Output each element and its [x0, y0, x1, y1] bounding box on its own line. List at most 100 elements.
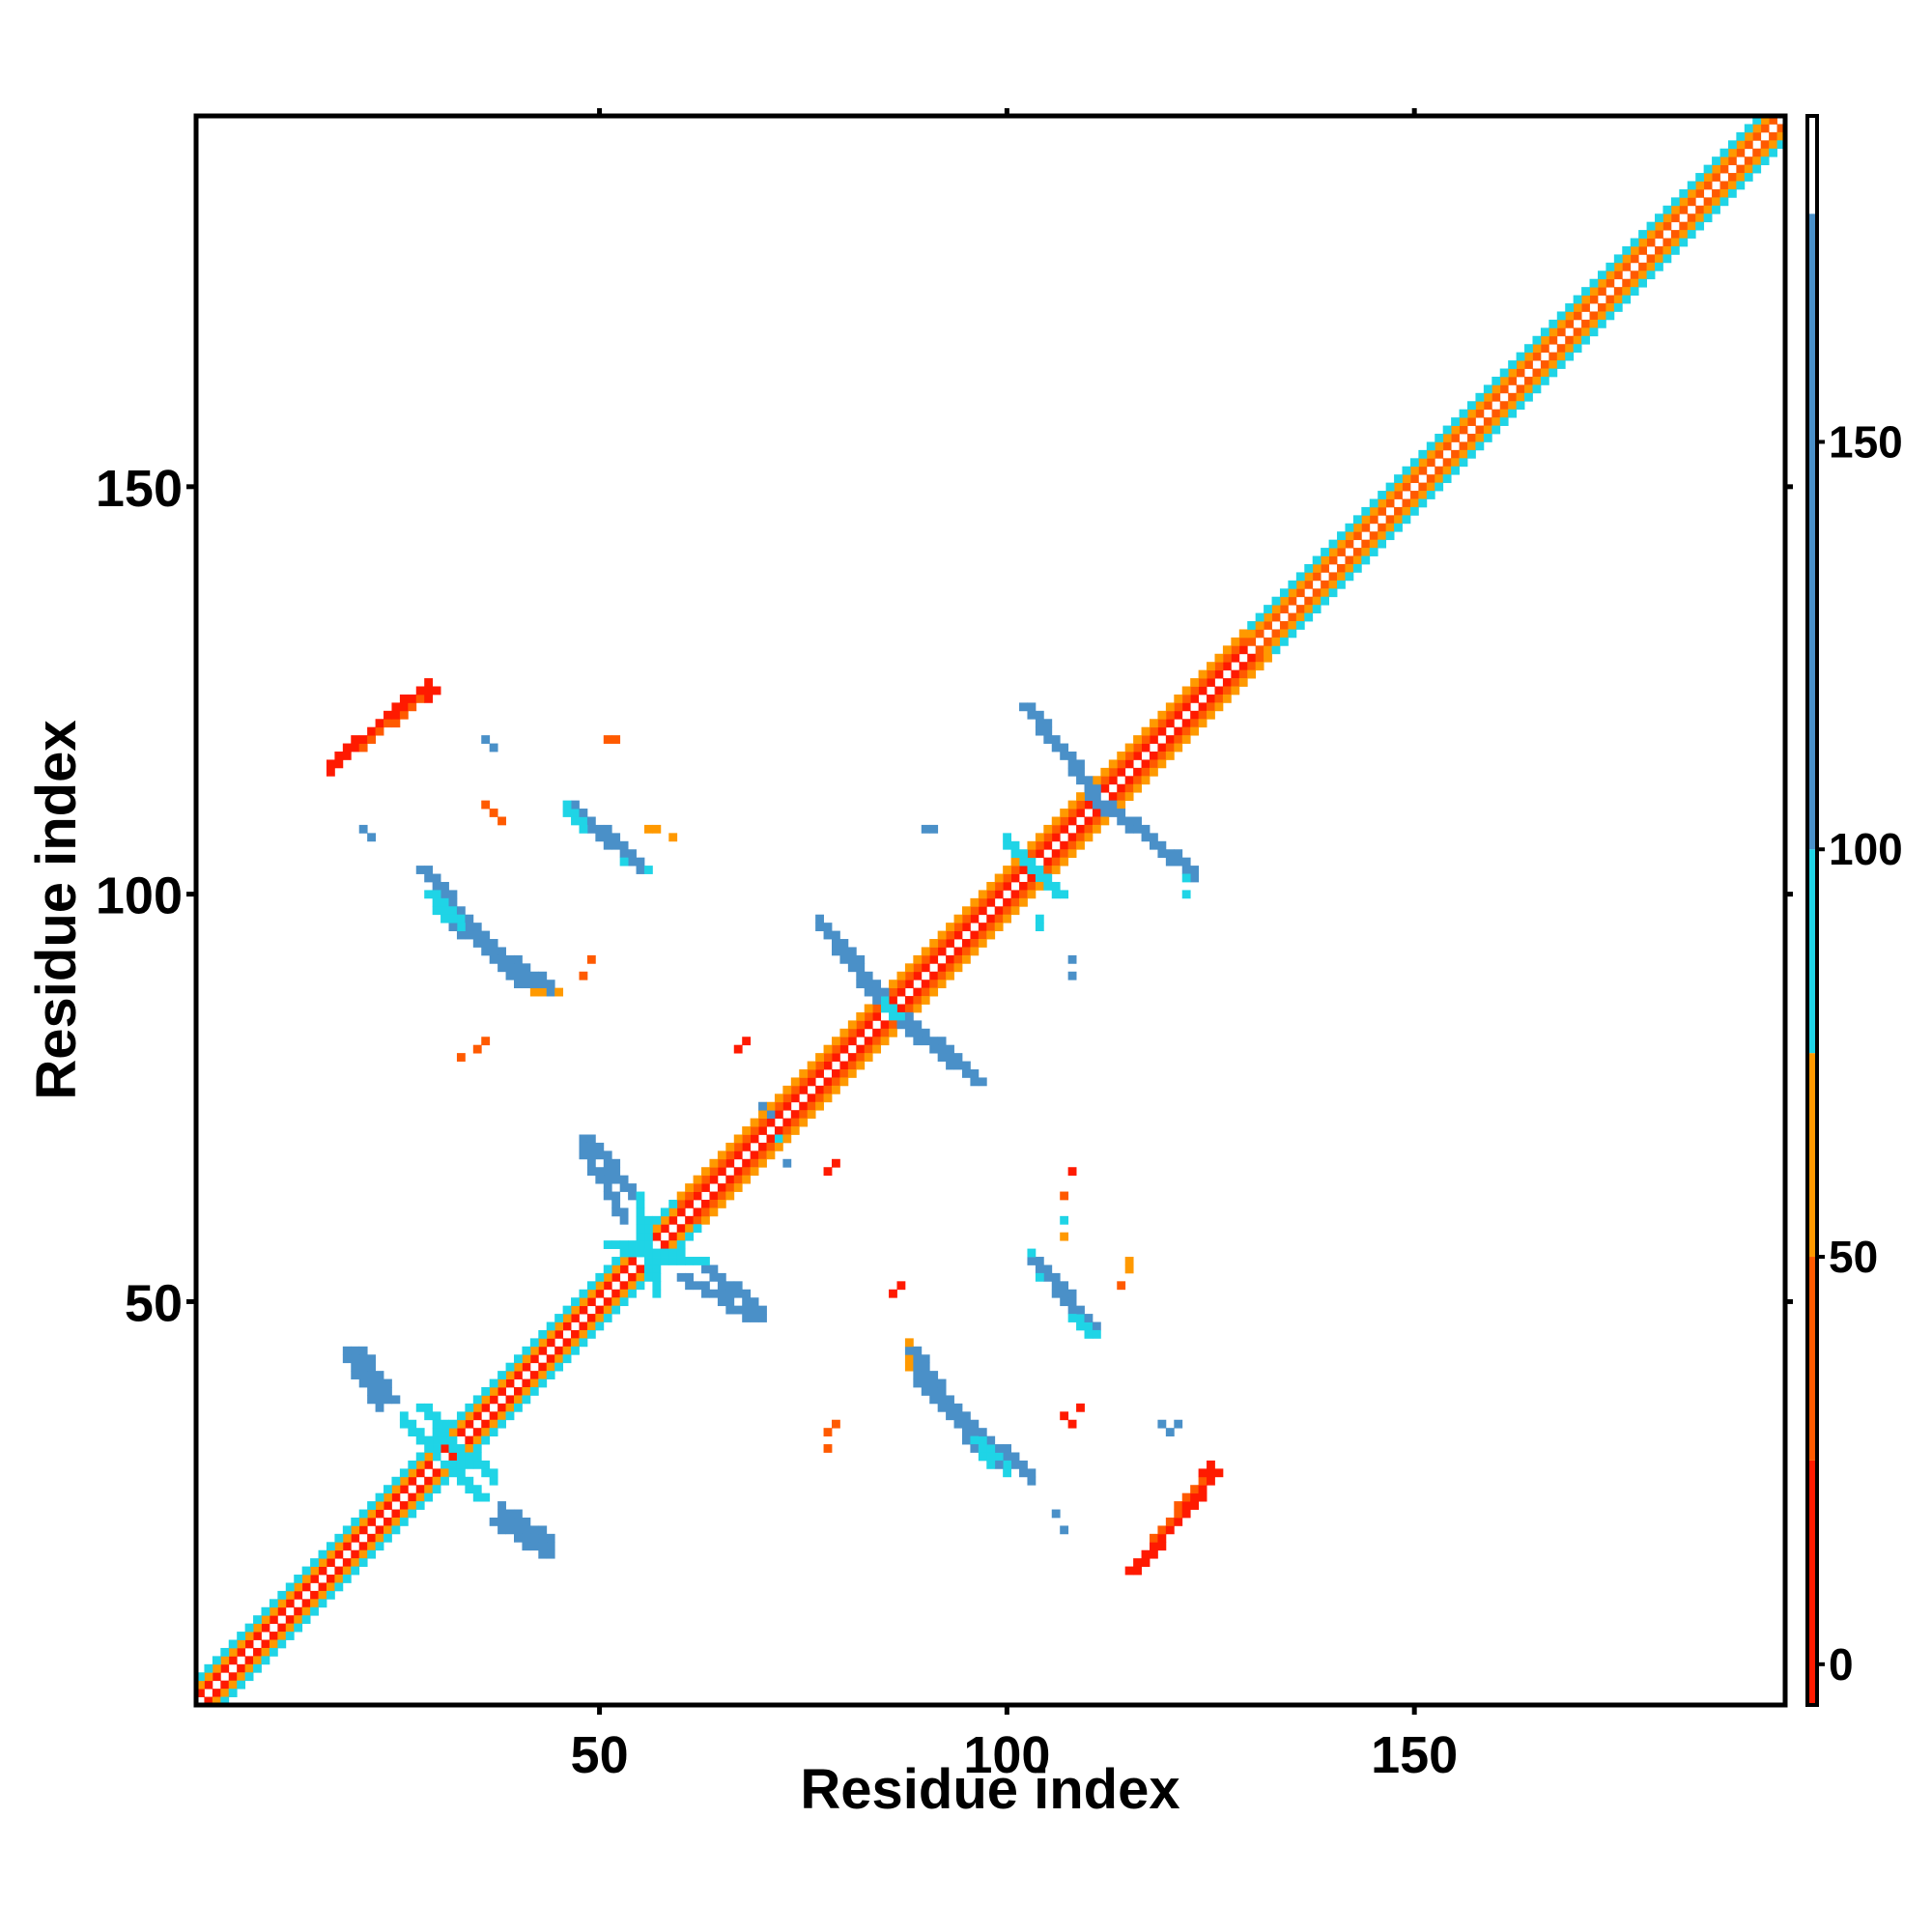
heatmap-cell — [1622, 254, 1632, 264]
heatmap-cell — [522, 1533, 531, 1543]
heatmap-cell — [603, 1314, 612, 1322]
heatmap-cell — [1051, 849, 1061, 859]
heatmap-cell — [505, 1378, 515, 1388]
heatmap-cell — [391, 1517, 401, 1526]
heatmap-cell — [1622, 262, 1632, 271]
heatmap-cell — [538, 1378, 548, 1388]
heatmap-cell — [375, 1378, 384, 1388]
heatmap-cell — [1124, 824, 1134, 834]
heatmap-cell — [1409, 474, 1419, 484]
heatmap-cell — [758, 1158, 767, 1168]
heatmap-cell — [456, 1444, 466, 1453]
heatmap-cell — [1435, 434, 1444, 442]
heatmap-cell — [432, 881, 441, 891]
heatmap-cell — [937, 939, 947, 948]
colorbar-bin — [1807, 849, 1817, 1054]
heatmap-cell — [1207, 1468, 1215, 1478]
heatmap-cell — [529, 980, 539, 989]
heatmap-cell — [1092, 800, 1101, 810]
heatmap-cell — [717, 1297, 726, 1307]
heatmap-cell — [1613, 287, 1623, 296]
heatmap-cell — [750, 1126, 759, 1135]
heatmap-cell — [1475, 441, 1485, 451]
heatmap-cell — [929, 954, 939, 964]
heatmap-cell — [1752, 156, 1762, 166]
heatmap-cell — [1222, 678, 1232, 687]
heatmap-cell — [847, 954, 857, 964]
heatmap-cell — [1174, 735, 1183, 744]
heatmap-cell — [489, 947, 498, 956]
heatmap-cell — [1662, 254, 1672, 264]
heatmap-cell — [1736, 173, 1746, 182]
colorbar-tick-label: 100 — [1829, 824, 1903, 874]
heatmap-cell — [1508, 409, 1518, 418]
heatmap-cell — [440, 897, 449, 907]
heatmap-cell — [750, 1158, 759, 1168]
heatmap-cell — [986, 1444, 996, 1453]
heatmap-cell — [294, 1590, 303, 1600]
heatmap-cell — [1092, 1329, 1101, 1339]
heatmap-cell — [375, 719, 384, 728]
heatmap-cell — [880, 1004, 890, 1013]
heatmap-cell — [269, 1606, 278, 1616]
heatmap-cell — [807, 1069, 816, 1078]
heatmap-cell — [546, 987, 555, 997]
heatmap-cell — [1670, 213, 1680, 223]
heatmap-cell — [619, 1297, 629, 1307]
heatmap-cell — [1264, 621, 1272, 630]
heatmap-cell — [758, 1314, 767, 1322]
heatmap-cell — [1133, 752, 1142, 760]
heatmap-cell — [880, 996, 890, 1005]
heatmap-cell — [864, 1053, 873, 1062]
heatmap-cell — [611, 1240, 621, 1249]
heatmap-cell — [1295, 588, 1305, 598]
heatmap-cell — [733, 1183, 743, 1192]
heatmap-cell — [415, 686, 425, 696]
heatmap-cell — [1451, 458, 1460, 468]
heatmap-cell — [953, 930, 963, 940]
heatmap-cell — [628, 1289, 637, 1298]
heatmap-cell — [546, 1533, 555, 1543]
heatmap-cell — [1361, 539, 1371, 549]
heatmap-cell — [823, 1061, 833, 1070]
heatmap-cell — [294, 1575, 303, 1583]
heatmap-cell — [864, 1020, 873, 1030]
heatmap-cell — [237, 1632, 246, 1640]
heatmap-cell — [1540, 368, 1549, 378]
heatmap-cell — [1067, 1314, 1077, 1322]
heatmap-cell — [1556, 311, 1566, 321]
heatmap-cell — [717, 1281, 726, 1291]
heatmap-cell — [921, 1371, 930, 1379]
heatmap-cell — [481, 1468, 491, 1478]
heatmap-cell — [1117, 752, 1126, 760]
heatmap-cell — [1141, 735, 1151, 744]
heatmap-cell — [1190, 866, 1200, 874]
heatmap-cell — [1769, 131, 1777, 141]
heatmap-cell — [1695, 173, 1705, 182]
heatmap-cell — [448, 1452, 458, 1462]
heatmap-cell — [399, 1411, 409, 1421]
heatmap-cell — [1483, 417, 1492, 426]
heatmap-cell — [1548, 319, 1558, 328]
heatmap-cell — [1051, 890, 1061, 899]
heatmap-cell — [408, 694, 417, 703]
heatmap-cell — [921, 824, 930, 834]
heatmap-cell — [440, 1428, 449, 1437]
heatmap-cell — [440, 1435, 449, 1445]
heatmap-cell — [1133, 735, 1142, 744]
heatmap-cell — [1655, 213, 1663, 223]
colorbar-frame — [1805, 114, 1819, 1707]
heatmap-cell — [603, 1175, 612, 1184]
heatmap-cell — [1157, 1533, 1167, 1543]
heatmap-cell — [1067, 1289, 1077, 1298]
heatmap-cell — [595, 824, 605, 834]
heatmap-cell — [1744, 164, 1753, 174]
heatmap-cell — [603, 735, 612, 744]
heatmap-cell — [1312, 596, 1321, 606]
heatmap-cell — [1630, 278, 1639, 288]
heatmap-cell — [399, 694, 409, 703]
heatmap-cell — [432, 1435, 441, 1445]
heatmap-cell — [1605, 295, 1615, 304]
heatmap-cell — [603, 824, 612, 834]
heatmap-cell — [367, 726, 376, 736]
